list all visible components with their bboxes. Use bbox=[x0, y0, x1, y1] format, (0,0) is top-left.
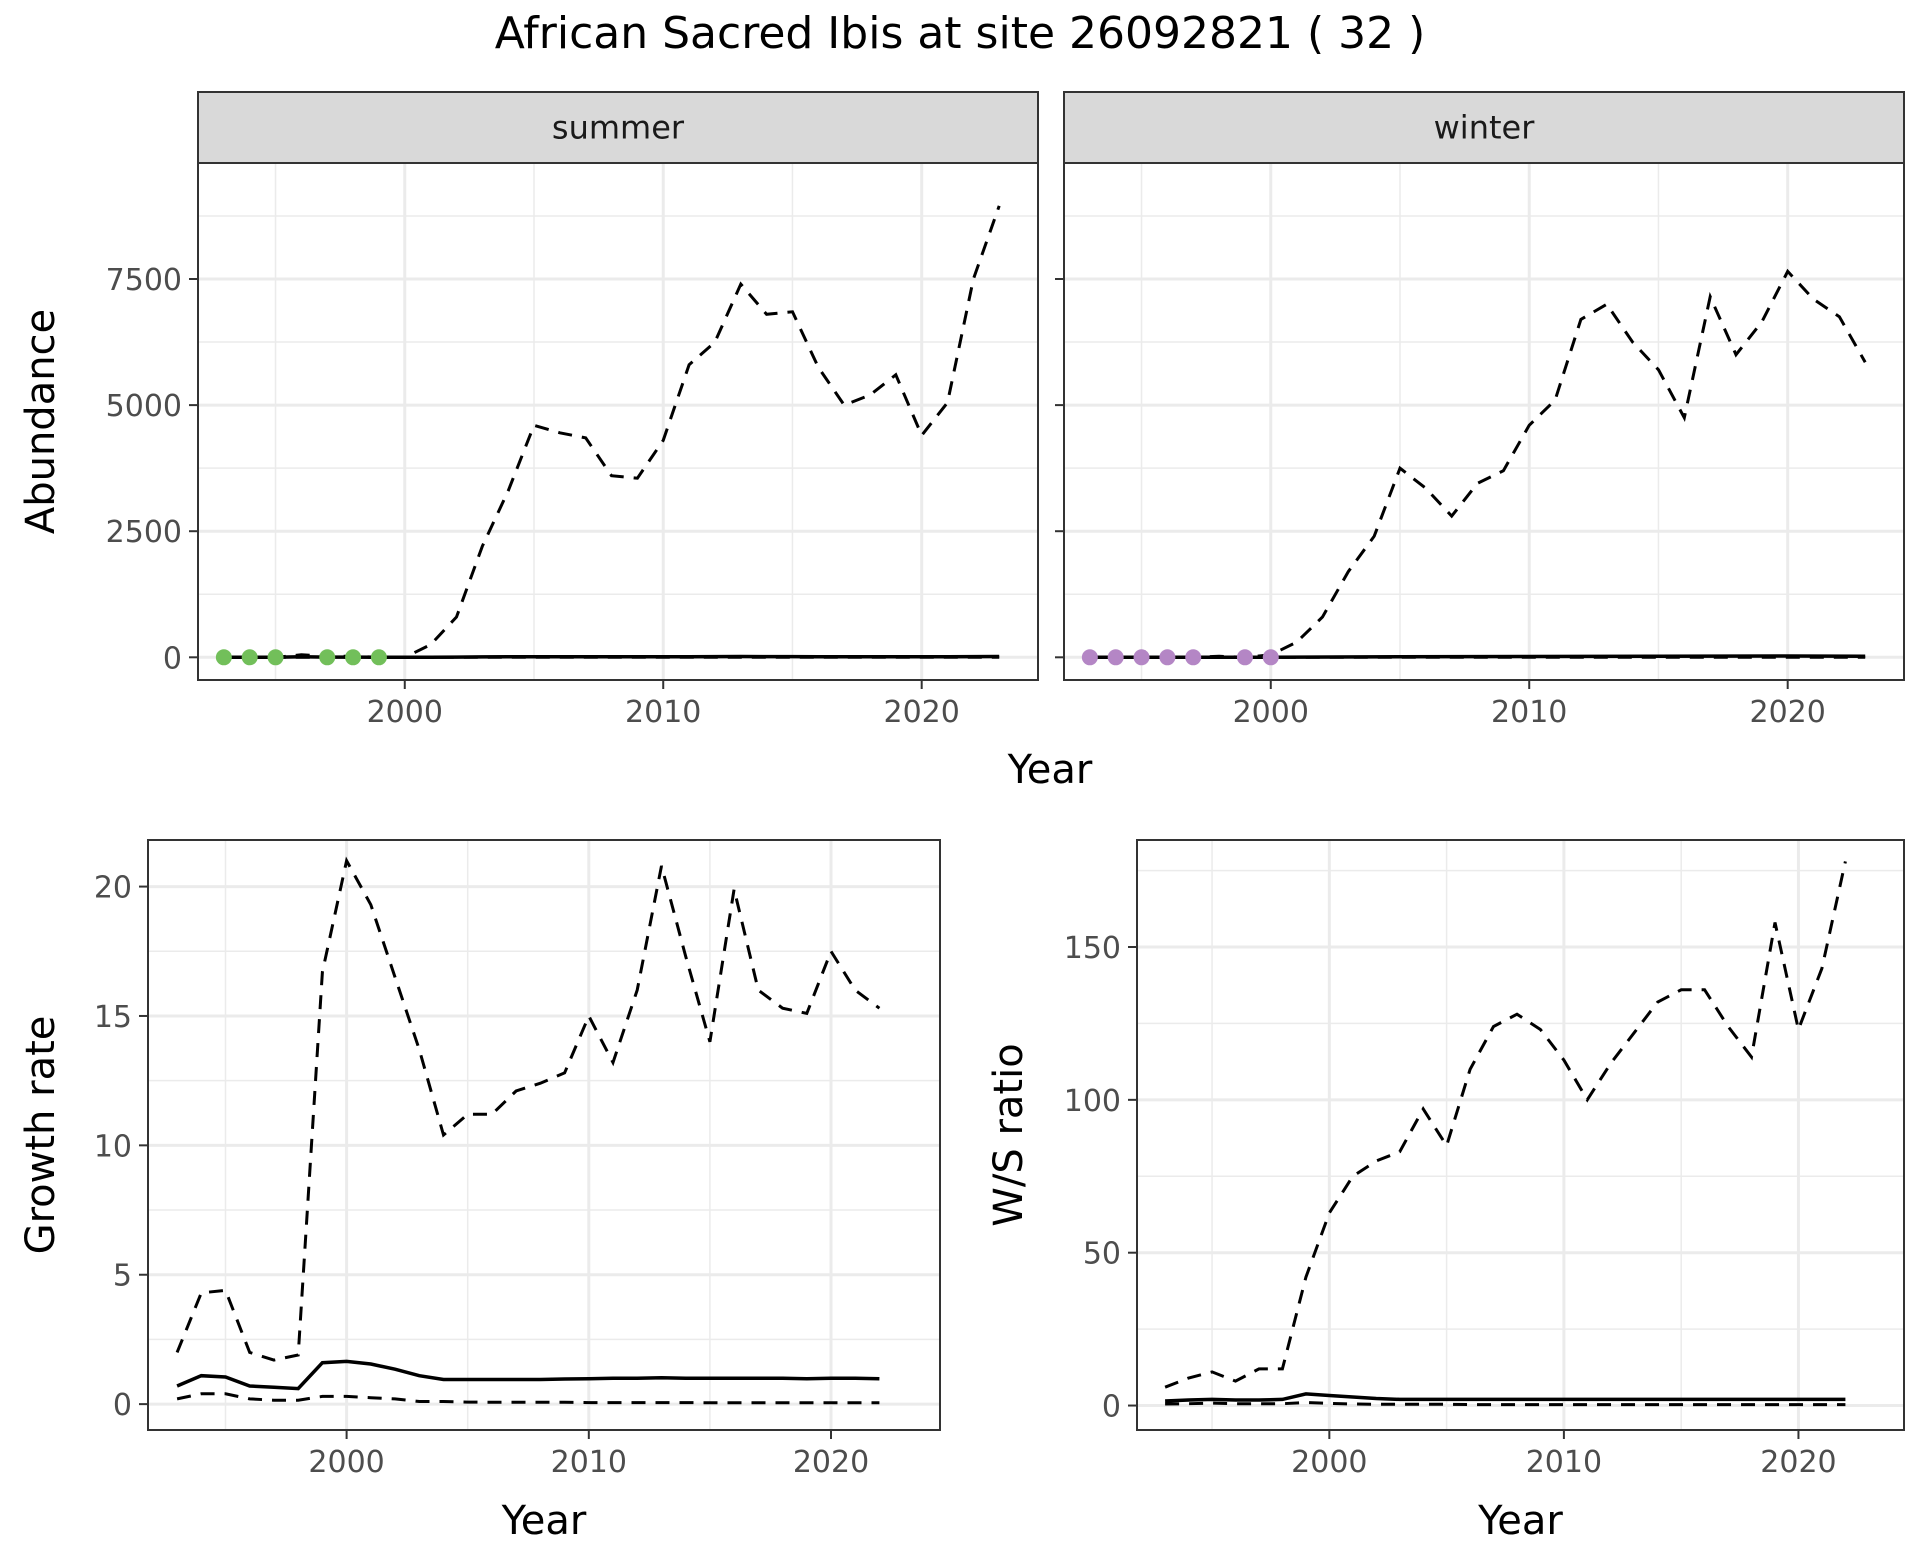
x-axis-title: Year bbox=[1477, 1498, 1563, 1544]
x-tick-label: 2020 bbox=[884, 695, 960, 730]
y-tick-label: 50 bbox=[1083, 1237, 1121, 1272]
y-tick-label: 0 bbox=[1102, 1390, 1121, 1425]
y-axis-title: Growth rate bbox=[18, 1016, 64, 1255]
data-point bbox=[215, 649, 232, 666]
data-point bbox=[241, 649, 258, 666]
y-axis-title: W/S ratio bbox=[986, 1043, 1032, 1226]
data-point bbox=[1107, 649, 1124, 666]
x-tick-label: 2010 bbox=[1491, 695, 1567, 730]
y-tick-label: 20 bbox=[94, 871, 132, 906]
panel-background bbox=[1137, 840, 1904, 1430]
facet-label: winter bbox=[1434, 109, 1536, 147]
x-tick-label: 2000 bbox=[367, 695, 443, 730]
y-tick-label: 7500 bbox=[106, 263, 182, 298]
panel-background bbox=[198, 163, 1038, 680]
series-line-1-dashed bbox=[175, 856, 881, 1362]
y-tick-label: 2500 bbox=[106, 515, 182, 550]
panel-background bbox=[1064, 163, 1904, 680]
data-point bbox=[1081, 649, 1098, 666]
data-point bbox=[1262, 649, 1279, 666]
data-point bbox=[319, 649, 336, 666]
panel-growth-rate: 2000 2010 2020 0 5 10 15 20 Growth rate Year bbox=[18, 839, 941, 1544]
y-tick-label: 5000 bbox=[106, 389, 182, 424]
panel-border bbox=[147, 839, 941, 1431]
y-tick-label: 0 bbox=[163, 641, 182, 676]
facet-strip bbox=[1063, 91, 1905, 164]
series-line-2-solid bbox=[176, 1359, 880, 1391]
x-tick-label: 2010 bbox=[1526, 1445, 1602, 1480]
x-tick-label: 2010 bbox=[551, 1445, 627, 1480]
panel-summer: summer 2000 2010 2020 0 2500 5000 7500 Abundance bbox=[18, 91, 1039, 730]
x-tick-label: 2010 bbox=[625, 695, 701, 730]
series-line-3-dashed bbox=[1165, 1400, 1846, 1407]
y-tick-label: 5 bbox=[113, 1259, 132, 1294]
y-axis-title: Abundance bbox=[18, 309, 64, 534]
x-tick-label: 2020 bbox=[1750, 695, 1826, 730]
series-line-1-dashed bbox=[1164, 861, 1847, 1389]
data-point bbox=[1133, 649, 1150, 666]
x-tick-label: 2020 bbox=[1760, 1445, 1836, 1480]
y-tick-label: 0 bbox=[113, 1388, 132, 1423]
data-point bbox=[1236, 649, 1253, 666]
x-axis-title-abundance: Year bbox=[1007, 747, 1093, 793]
x-tick-label: 2020 bbox=[793, 1445, 869, 1480]
series-line-3-dashed bbox=[176, 1392, 880, 1405]
x-tick-label: 2000 bbox=[1291, 1445, 1367, 1480]
x-tick-label: 2000 bbox=[1233, 695, 1309, 730]
figure-title: African Sacred Ibis at site 26092821 ( 3… bbox=[495, 8, 1426, 59]
data-point bbox=[345, 649, 362, 666]
data-point bbox=[1185, 649, 1202, 666]
panel-winter: winter 2000 2010 2020 bbox=[1055, 91, 1905, 730]
y-tick-label: 15 bbox=[94, 1000, 132, 1035]
series-line-2-solid bbox=[1165, 1392, 1846, 1403]
x-axis-title: Year bbox=[501, 1498, 587, 1544]
panel-border bbox=[1136, 839, 1905, 1431]
panel-w-s-ratio: 2000 2010 2020 0 50 100 150 W/S ratio Year bbox=[986, 839, 1905, 1544]
panel-background bbox=[148, 840, 940, 1430]
y-tick-label: 100 bbox=[1064, 1084, 1121, 1119]
data-point bbox=[370, 649, 387, 666]
data-point bbox=[267, 649, 284, 666]
facet-strip bbox=[197, 91, 1039, 164]
data-point bbox=[1159, 649, 1176, 666]
y-tick-label: 10 bbox=[94, 1129, 132, 1164]
facet-label: summer bbox=[552, 109, 685, 147]
x-tick-label: 2000 bbox=[308, 1445, 384, 1480]
y-tick-label: 150 bbox=[1064, 931, 1121, 966]
